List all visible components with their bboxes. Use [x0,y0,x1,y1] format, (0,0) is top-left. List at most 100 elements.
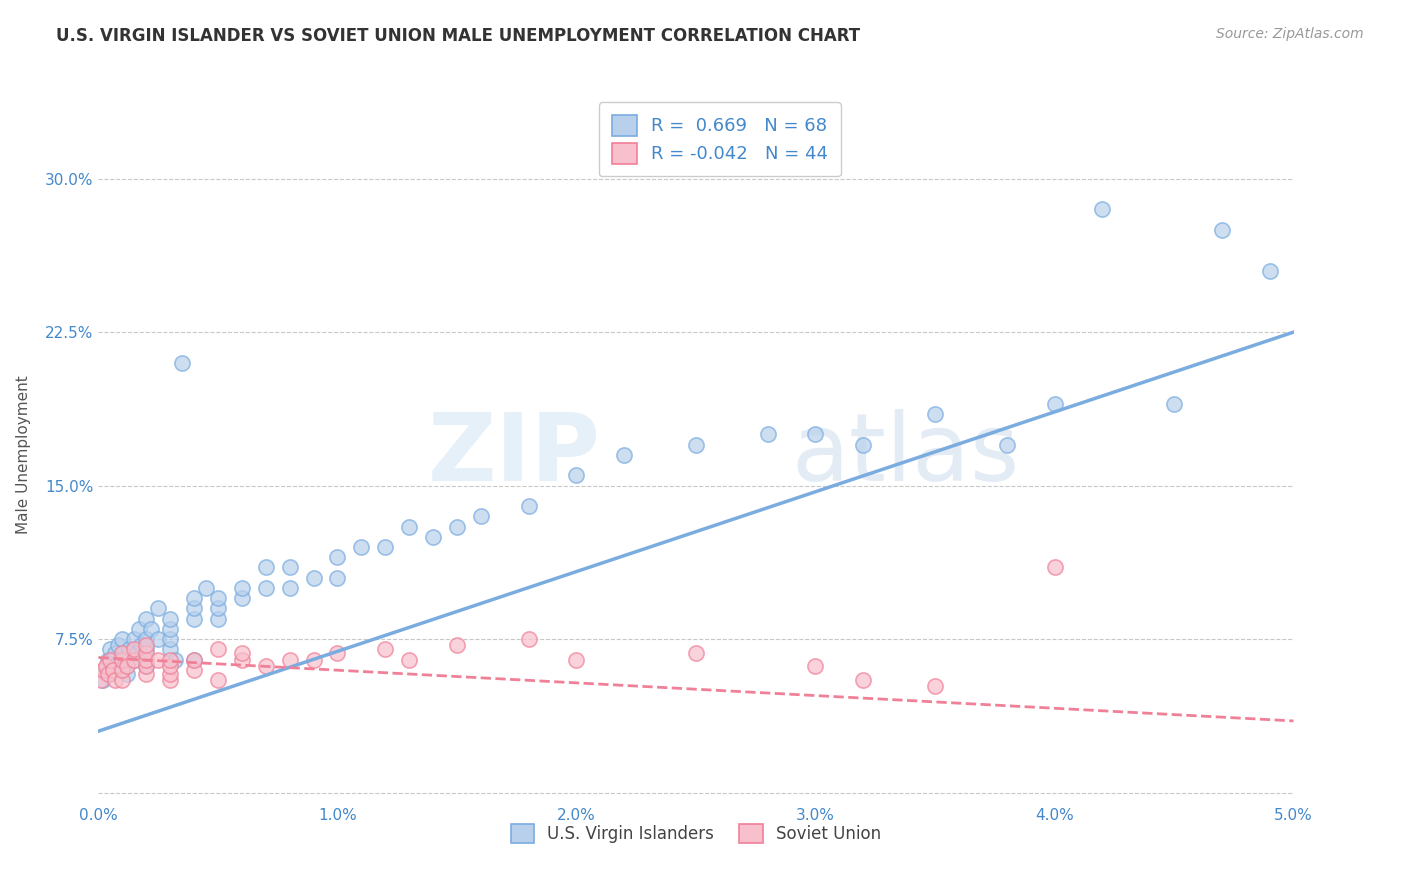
Text: Source: ZipAtlas.com: Source: ZipAtlas.com [1216,27,1364,41]
Point [91,673,114,687]
Point [231,652,253,666]
Point [350,540,373,554]
Point [207,601,229,615]
Point [94,663,117,677]
Point [804,658,827,673]
Point [107,638,129,652]
Point [124,642,146,657]
Point [852,438,875,452]
Point [159,612,181,626]
Point [135,666,157,681]
Point [207,612,229,626]
Point [148,632,170,646]
Point [135,658,157,673]
Point [97,666,120,681]
Point [104,647,127,661]
Point [183,601,205,615]
Point [135,658,157,673]
Point [139,622,162,636]
Point [183,663,205,677]
Point [1043,397,1066,411]
Point [207,591,229,606]
Point [118,642,141,657]
Point [159,632,181,646]
Point [1043,560,1066,574]
Point [422,530,444,544]
Point [111,663,134,677]
Point [97,652,120,666]
Point [159,652,181,666]
Point [278,581,301,595]
Point [148,652,170,666]
Point [231,591,253,606]
Point [125,647,148,661]
Point [148,601,170,615]
Point [98,642,122,657]
Point [128,622,150,636]
Point [231,647,253,661]
Point [804,427,827,442]
Point [163,652,186,666]
Point [94,658,117,673]
Point [183,612,205,626]
Point [517,499,540,513]
Point [172,356,194,370]
Text: U.S. VIRGIN ISLANDER VS SOVIET UNION MALE UNEMPLOYMENT CORRELATION CHART: U.S. VIRGIN ISLANDER VS SOVIET UNION MAL… [56,27,860,45]
Point [135,612,157,626]
Point [135,647,157,661]
Point [135,642,157,657]
Point [159,658,181,673]
Point [124,632,146,646]
Point [101,663,124,677]
Point [302,571,325,585]
Point [685,647,707,661]
Point [374,642,396,657]
Y-axis label: Male Unemployment: Male Unemployment [17,376,31,534]
Point [326,571,349,585]
Point [124,652,146,666]
Point [278,652,301,666]
Point [159,673,181,687]
Point [207,642,229,657]
Point [326,550,349,565]
Point [924,679,946,693]
Point [756,427,779,442]
Point [115,666,138,681]
Text: atlas: atlas [792,409,1019,501]
Point [183,591,205,606]
Point [159,622,181,636]
Point [995,438,1018,452]
Point [98,652,122,666]
Point [254,658,277,673]
Text: ZIP: ZIP [427,409,600,501]
Point [135,638,157,652]
Point [90,673,112,687]
Point [613,448,636,462]
Point [159,666,181,681]
Point [278,560,301,574]
Point [398,519,420,533]
Point [1258,264,1281,278]
Point [111,673,134,687]
Point [115,658,138,673]
Point [131,638,153,652]
Point [159,642,181,657]
Point [446,519,468,533]
Point [91,663,114,677]
Point [446,638,468,652]
Point [1091,202,1114,217]
Point [183,652,205,666]
Point [924,407,946,421]
Point [207,673,229,687]
Point [1211,223,1233,237]
Point [470,509,492,524]
Point [398,652,420,666]
Point [1163,397,1185,411]
Point [565,468,588,483]
Point [98,666,122,681]
Point [852,673,875,687]
Point [111,652,134,666]
Point [111,663,134,677]
Point [101,658,124,673]
Point [135,632,157,646]
